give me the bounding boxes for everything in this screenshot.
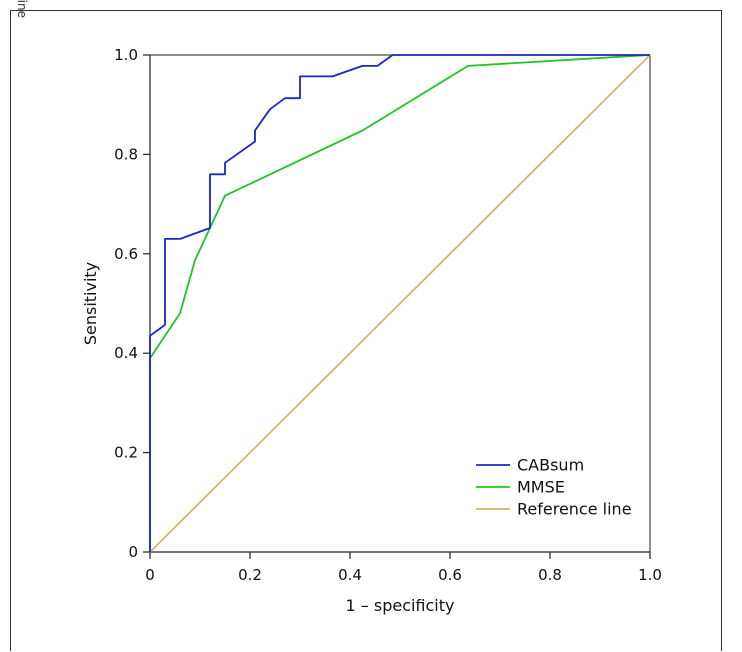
y-axis-title: Sensitivity bbox=[81, 262, 100, 345]
figure-frame bbox=[10, 10, 722, 651]
x-tick-label: 0.4 bbox=[338, 566, 362, 584]
y-tick-label: 0.2 bbox=[114, 444, 138, 462]
x-tick-label: 0.2 bbox=[238, 566, 262, 584]
y-tick-label: 0.6 bbox=[114, 245, 138, 263]
x-tick-label: 0.8 bbox=[538, 566, 562, 584]
cabsum-curve bbox=[149, 54, 650, 552]
x-axis-title: 1 – specificity bbox=[346, 596, 455, 615]
y-tick-label: 0.8 bbox=[114, 145, 138, 163]
legend-label-mmse: MMSE bbox=[517, 478, 565, 497]
x-ticks: 0 0.2 0.4 0.6 0.8 1.0 bbox=[145, 552, 662, 584]
legend-label-reference-line: Reference line bbox=[517, 500, 632, 519]
y-ticks: 0 0.2 0.4 0.6 0.8 1.0 bbox=[114, 46, 150, 561]
series-lines bbox=[149, 54, 651, 553]
legend: CABsum MMSE Reference line bbox=[476, 456, 632, 519]
y-tick-label: 0 bbox=[128, 543, 138, 561]
x-tick-label: 1.0 bbox=[638, 566, 662, 584]
x-tick-label: 0 bbox=[145, 566, 155, 584]
reference-line-curve bbox=[149, 54, 651, 553]
y-tick-label: 1.0 bbox=[114, 46, 138, 64]
color-version-note: Color version available online bbox=[15, 0, 29, 18]
legend-label-cabsum: CABsum bbox=[517, 456, 584, 475]
x-tick-label: 0.6 bbox=[438, 566, 462, 584]
y-tick-label: 0.4 bbox=[114, 344, 138, 362]
